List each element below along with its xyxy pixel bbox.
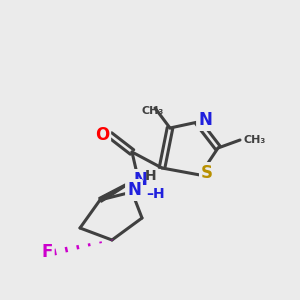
Text: N: N (127, 181, 141, 199)
Text: –H: –H (146, 187, 165, 201)
Text: N: N (198, 111, 212, 129)
Polygon shape (99, 178, 138, 202)
Text: O: O (95, 126, 109, 144)
Text: CH₃: CH₃ (142, 106, 164, 116)
Text: F: F (41, 243, 53, 261)
Text: S: S (201, 164, 213, 182)
Text: CH₃: CH₃ (244, 135, 266, 145)
Text: H: H (145, 169, 157, 183)
Text: N: N (133, 171, 147, 189)
